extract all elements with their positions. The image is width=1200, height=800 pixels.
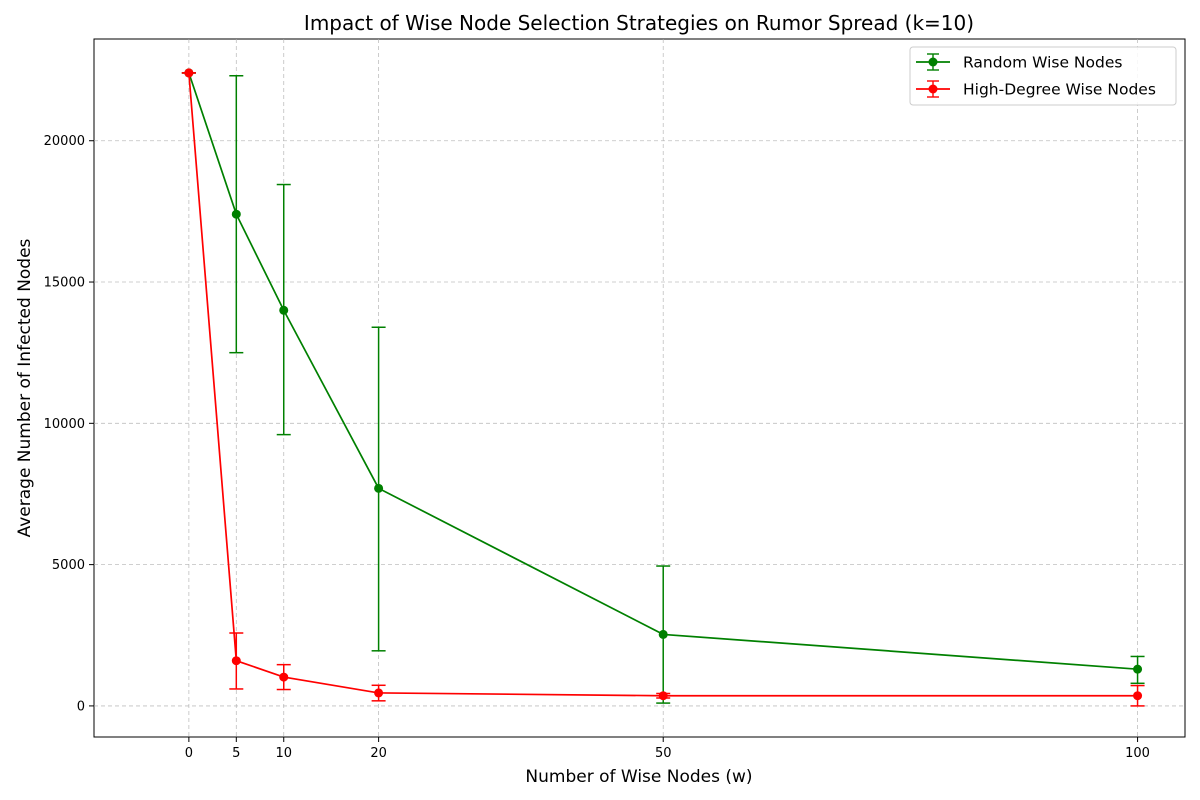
data-point	[1133, 691, 1143, 701]
legend-box	[909, 46, 1177, 106]
axis-ticks: 0 5 10 20 50 100 0 5000 10000 15000 20000	[44, 134, 1150, 761]
series-2	[181, 68, 1145, 707]
legend-label: High-Degree Wise Nodes	[963, 81, 1156, 99]
series-line	[188, 72, 1138, 671]
y-axis-label: Average Number of Infected Nodes	[15, 238, 35, 537]
plot-area	[93, 38, 1186, 738]
y-tick-label: 15000	[44, 276, 85, 291]
series-1	[181, 68, 1145, 704]
x-tick-label: 10	[275, 746, 292, 761]
data-point	[184, 68, 194, 78]
x-tick-label: 100	[1125, 746, 1150, 761]
y-tick-label: 5000	[52, 558, 85, 573]
data-point	[658, 691, 668, 701]
data-point	[279, 672, 289, 682]
x-axis-label: Number of Wise Nodes (w)	[525, 767, 752, 787]
data-point	[374, 483, 384, 493]
data-point	[231, 209, 241, 219]
legend-marker	[928, 57, 938, 67]
chart-title: Impact of Wise Node Selection Strategies…	[304, 11, 974, 35]
data-point	[279, 305, 289, 315]
data-point	[1133, 664, 1143, 674]
data-point	[231, 656, 241, 666]
x-tick-label: 0	[185, 746, 193, 761]
y-tick-label: 0	[77, 699, 85, 714]
data-point	[374, 688, 384, 698]
legend: Random Wise Nodes High-Degree Wise Nodes	[909, 46, 1177, 106]
legend-marker	[928, 84, 938, 94]
grid	[94, 39, 1185, 737]
y-tick-label: 20000	[44, 134, 85, 149]
x-tick-label: 50	[655, 746, 672, 761]
series-line	[188, 72, 1138, 697]
series-layer	[181, 68, 1145, 707]
data-point	[658, 629, 668, 639]
x-tick-label: 20	[370, 746, 387, 761]
x-tick-label: 5	[232, 746, 240, 761]
y-tick-label: 10000	[44, 417, 85, 432]
legend-label: Random Wise Nodes	[963, 54, 1122, 72]
